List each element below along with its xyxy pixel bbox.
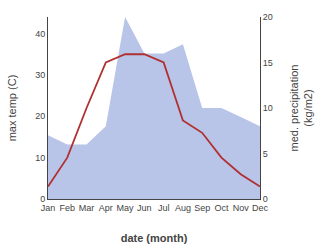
svg-text:15: 15 <box>263 58 273 68</box>
svg-text:0: 0 <box>263 194 268 204</box>
svg-text:Dec: Dec <box>252 203 269 213</box>
svg-text:20: 20 <box>263 12 273 22</box>
svg-text:Sep: Sep <box>194 203 210 213</box>
svg-text:0: 0 <box>40 194 45 204</box>
svg-text:Jun: Jun <box>137 203 152 213</box>
svg-text:May: May <box>117 203 135 213</box>
svg-text:Mar: Mar <box>79 203 95 213</box>
svg-text:40: 40 <box>35 29 45 39</box>
svg-text:Feb: Feb <box>60 203 76 213</box>
svg-text:20: 20 <box>35 111 45 121</box>
svg-text:med. precipitation(kg/m2): med. precipitation(kg/m2) <box>288 65 314 152</box>
svg-text:Aug: Aug <box>175 203 191 213</box>
svg-text:10: 10 <box>263 103 273 113</box>
svg-text:Oct: Oct <box>214 203 229 213</box>
svg-text:Nov: Nov <box>233 203 250 213</box>
svg-text:date (month): date (month) <box>121 232 188 244</box>
svg-text:5: 5 <box>263 149 268 159</box>
svg-text:max temp (C): max temp (C) <box>6 75 18 142</box>
svg-text:10: 10 <box>35 153 45 163</box>
svg-text:Jan: Jan <box>41 203 56 213</box>
svg-text:Apr: Apr <box>99 203 113 213</box>
svg-text:Jul: Jul <box>158 203 170 213</box>
svg-text:30: 30 <box>35 70 45 80</box>
